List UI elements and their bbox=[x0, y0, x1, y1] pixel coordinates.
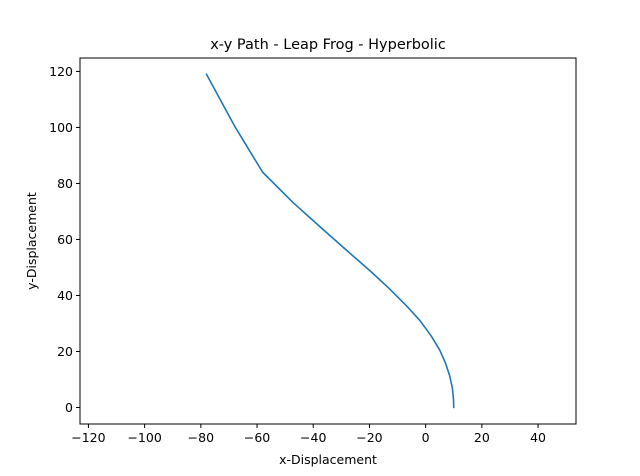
y-tick-label: 60 bbox=[57, 232, 73, 247]
y-tick-label: 100 bbox=[49, 120, 73, 135]
x-tick-label: −100 bbox=[127, 430, 161, 445]
y-axis-label: y-Displacement bbox=[24, 192, 39, 290]
series-line bbox=[205, 73, 455, 409]
y-tick-label: 0 bbox=[65, 400, 73, 415]
chart-title: x-y Path - Leap Frog - Hyperbolic bbox=[210, 37, 446, 53]
x-tick-label: −80 bbox=[188, 430, 214, 445]
y-tick-label: 20 bbox=[57, 344, 73, 359]
x-tick-label: −40 bbox=[300, 430, 326, 445]
x-axis-label: x-Displacement bbox=[279, 452, 377, 467]
plot-area: −120 −100 −80 −60 −40 −20 0 20 40 0 20 40 60 80 100 12… bbox=[49, 57, 577, 445]
plot-frame bbox=[79, 57, 577, 425]
y-tick-label: 80 bbox=[57, 176, 73, 191]
x-tick-label: −20 bbox=[356, 430, 382, 445]
series-group bbox=[205, 73, 455, 409]
x-tick-label: −120 bbox=[71, 430, 105, 445]
x-tick-label: −60 bbox=[244, 430, 270, 445]
x-tick-label: 0 bbox=[422, 430, 430, 445]
y-tick-label: 40 bbox=[57, 288, 73, 303]
y-tick-label: 120 bbox=[49, 64, 73, 79]
x-tick-label: 20 bbox=[474, 430, 490, 445]
x-tick-label: 40 bbox=[530, 430, 546, 445]
x-axis: −120 −100 −80 −60 −40 −20 0 20 40 bbox=[71, 424, 546, 445]
y-axis: 0 20 40 60 80 100 120 bbox=[49, 64, 80, 415]
